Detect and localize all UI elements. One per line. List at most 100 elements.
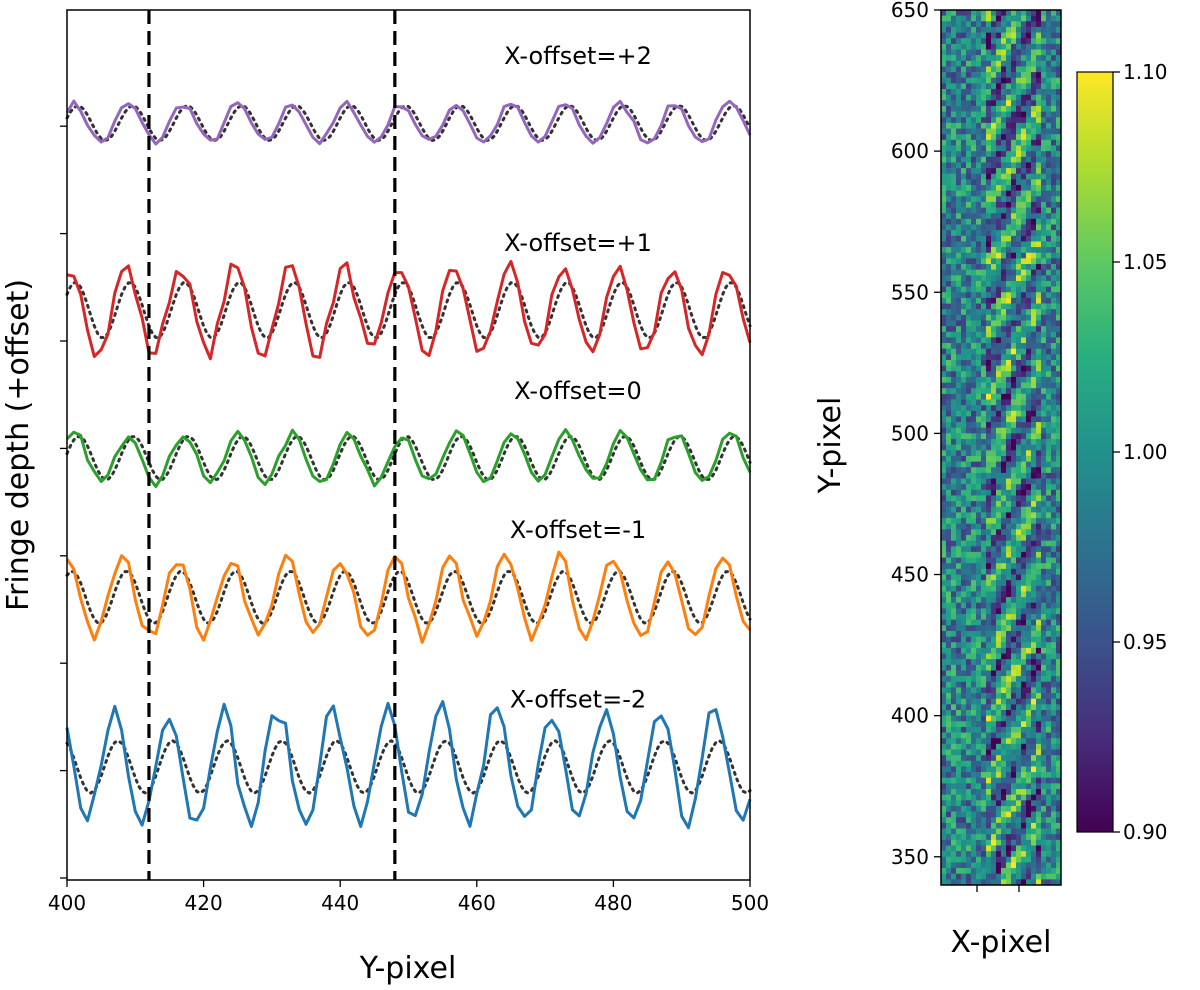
heatmap-cell [1051, 444, 1057, 451]
heatmap-cell [1031, 783, 1037, 790]
heatmap-cell [996, 647, 1002, 654]
heatmap-cell [991, 162, 997, 169]
heatmap-cell [941, 111, 947, 118]
heatmap-cell [946, 455, 952, 462]
heatmap-cell [1051, 817, 1057, 824]
heatmap-cell [1051, 540, 1057, 547]
heatmap-cell [1031, 77, 1037, 84]
heatmap-cell [1046, 551, 1052, 558]
heatmap-cell [976, 602, 982, 609]
heatmap-cell [991, 128, 997, 135]
heatmap-cell [1006, 213, 1012, 220]
heatmap-cell [1026, 269, 1032, 276]
heatmap-cell [1011, 636, 1017, 643]
heatmap-cell [981, 10, 987, 16]
heatmap-cell [1006, 749, 1012, 756]
heatmap-cell [1026, 630, 1032, 637]
heatmap-cell [1001, 201, 1007, 208]
heatmap-cell [946, 777, 952, 784]
heatmap-cell [991, 15, 997, 22]
x-tick-label-0: 400 [48, 891, 86, 915]
heatmap-cell [951, 162, 957, 169]
heatmap-cell [981, 664, 987, 671]
heatmap-cell [1011, 196, 1017, 203]
heatmap-cell [1026, 529, 1032, 536]
heatmap-cell [991, 207, 997, 214]
heatmap-cell [946, 168, 952, 175]
heatmap-cell [966, 433, 972, 440]
heatmap-cell [1016, 156, 1022, 163]
heatmap-cell [976, 134, 982, 141]
heatmap-cell [986, 207, 992, 214]
heatmap-cell [1036, 687, 1042, 694]
heatmap-cell [941, 760, 947, 767]
heatmap-cell [961, 410, 967, 417]
heatmap-cell [976, 828, 982, 835]
heatmap-cell [971, 760, 977, 767]
heatmap-cell [986, 416, 992, 423]
heatmap-cell [946, 89, 952, 95]
heatmap-cell [946, 444, 952, 451]
heatmap-cell [956, 303, 962, 310]
heatmap-cell [951, 179, 957, 186]
heatmap-cell [1021, 805, 1027, 812]
heatmap-cell [986, 410, 992, 417]
heatmap-cell [986, 523, 992, 530]
heatmap-cell [956, 597, 962, 604]
heatmap-cell [1001, 439, 1007, 445]
heatmap-cell [1046, 743, 1052, 750]
data-line-3 [65, 550, 752, 644]
heatmap-cell [1006, 145, 1012, 152]
heatmap-cell [1011, 557, 1017, 564]
heatmap-cell [981, 721, 987, 728]
heatmap-cell [971, 343, 977, 350]
heatmap-cell [1041, 822, 1047, 829]
heatmap-cell [1051, 512, 1057, 519]
heatmap-cell [1036, 597, 1042, 604]
heatmap-cell [991, 455, 997, 462]
heatmap-cell [1001, 501, 1007, 508]
heatmap-cell [1046, 851, 1052, 858]
heatmap-cell [941, 354, 947, 361]
heatmap-cell [951, 529, 957, 536]
heatmap-cell [1011, 630, 1017, 637]
heatmap-cell [961, 241, 967, 248]
heatmap-cell [1026, 241, 1032, 248]
heatmap-cell [986, 478, 992, 485]
heatmap-cell [1011, 207, 1017, 214]
heatmap-cell [1016, 461, 1022, 468]
heatmap-cell [1046, 280, 1052, 287]
heatmap-cell [1031, 416, 1037, 423]
heatmap-cell [991, 145, 997, 152]
heatmap-cell [1016, 732, 1022, 739]
heatmap-cell [1016, 783, 1022, 790]
heatmap-cell [1056, 557, 1062, 564]
heatmap-cell [1016, 822, 1022, 829]
heatmap-cell [966, 851, 972, 858]
heatmap-cell [961, 834, 967, 841]
heatmap-cell [986, 687, 992, 694]
heatmap-cell [981, 388, 987, 395]
heatmap-cell [971, 60, 977, 67]
heatmap-cell [941, 405, 947, 412]
heatmap-cell [1056, 292, 1062, 299]
heatmap-cell [1036, 851, 1042, 858]
heatmap-cell [971, 275, 977, 282]
heatmap-cell [1041, 794, 1047, 801]
heatmap-cell [951, 190, 957, 197]
heatmap-cell [941, 523, 947, 530]
heatmap-cell [1011, 811, 1017, 818]
heatmap-cell [956, 286, 962, 293]
heatmap-cell [1051, 247, 1057, 254]
heatmap-cell [1021, 625, 1027, 632]
heatmap-cell [966, 49, 972, 56]
heatmap-cell [941, 501, 947, 508]
heatmap-cell [1011, 698, 1017, 705]
heatmap-cell [1001, 269, 1007, 276]
heatmap-cell [1026, 856, 1032, 863]
heatmap-cell [946, 738, 952, 745]
heatmap-cell [1001, 100, 1007, 107]
heatmap-cell [1011, 879, 1017, 886]
heatmap-cell [1001, 134, 1007, 141]
heatmap-cell [981, 32, 987, 39]
